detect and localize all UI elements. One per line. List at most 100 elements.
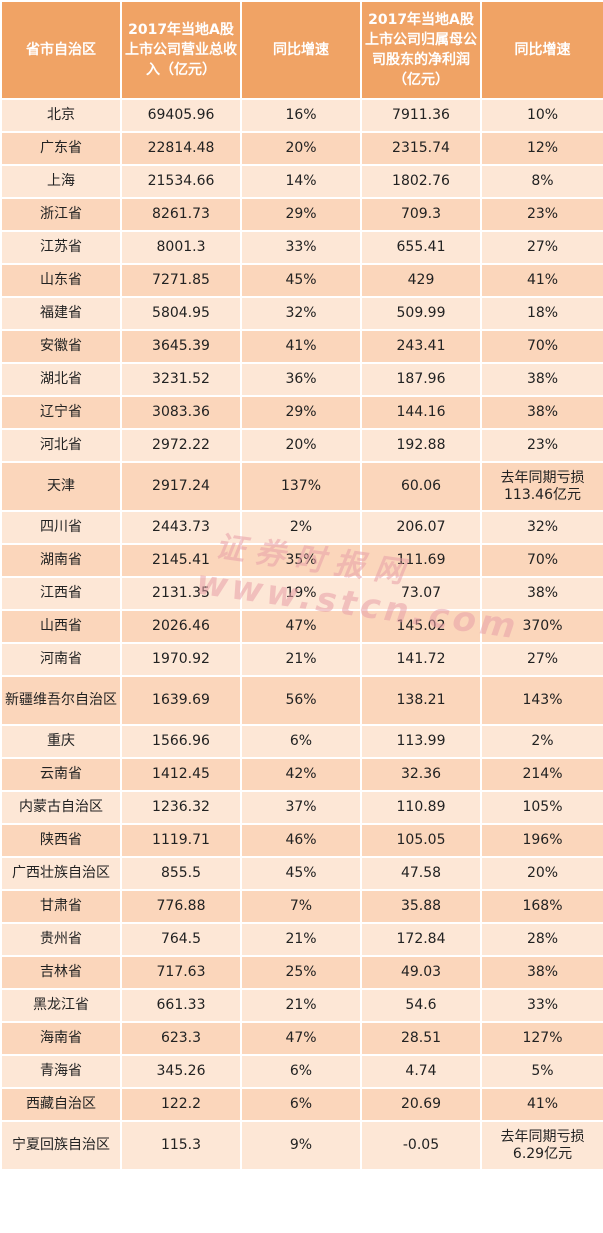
- table-row: 黑龙江省 661.33 21% 54.6 33%: [0, 988, 603, 1023]
- cell-profit-growth: 10%: [480, 98, 603, 133]
- cell-net-profit: 429: [360, 263, 482, 298]
- cell-region: 四川省: [0, 510, 122, 545]
- cell-revenue: 115.3: [120, 1120, 242, 1171]
- cell-profit-growth: 38%: [480, 395, 603, 430]
- cell-net-profit: 192.88: [360, 428, 482, 463]
- cell-revenue: 1970.92: [120, 642, 242, 677]
- cell-net-profit: 60.06: [360, 461, 482, 512]
- cell-net-profit: 7911.36: [360, 98, 482, 133]
- cell-revenue-growth: 41%: [240, 329, 362, 364]
- cell-revenue: 2131.35: [120, 576, 242, 611]
- table-row: 江苏省 8001.3 33% 655.41 27%: [0, 230, 603, 265]
- table-row: 宁夏回族自治区 115.3 9% -0.05 去年同期亏损6.29亿元: [0, 1120, 603, 1171]
- cell-region: 山西省: [0, 609, 122, 644]
- cell-revenue: 69405.96: [120, 98, 242, 133]
- cell-region: 湖南省: [0, 543, 122, 578]
- table-row: 云南省 1412.45 42% 32.36 214%: [0, 757, 603, 792]
- cell-net-profit: 111.69: [360, 543, 482, 578]
- cell-region: 河南省: [0, 642, 122, 677]
- cell-revenue: 1412.45: [120, 757, 242, 792]
- cell-revenue: 855.5: [120, 856, 242, 891]
- cell-revenue-growth: 14%: [240, 164, 362, 199]
- cell-region: 湖北省: [0, 362, 122, 397]
- cell-revenue: 2026.46: [120, 609, 242, 644]
- cell-revenue-growth: 29%: [240, 395, 362, 430]
- cell-revenue: 3645.39: [120, 329, 242, 364]
- cell-revenue-growth: 6%: [240, 724, 362, 759]
- table-row: 新疆维吾尔自治区 1639.69 56% 138.21 143%: [0, 675, 603, 726]
- cell-revenue-growth: 45%: [240, 856, 362, 891]
- cell-profit-growth: 27%: [480, 642, 603, 677]
- cell-revenue-growth: 47%: [240, 1021, 362, 1056]
- cell-region: 广东省: [0, 131, 122, 166]
- table-row: 湖北省 3231.52 36% 187.96 38%: [0, 362, 603, 397]
- cell-revenue-growth: 21%: [240, 922, 362, 957]
- cell-revenue: 3083.36: [120, 395, 242, 430]
- cell-revenue-growth: 20%: [240, 428, 362, 463]
- cell-revenue-growth: 25%: [240, 955, 362, 990]
- cell-revenue: 8261.73: [120, 197, 242, 232]
- table-row: 吉林省 717.63 25% 49.03 38%: [0, 955, 603, 990]
- cell-net-profit: 110.89: [360, 790, 482, 825]
- cell-revenue: 1236.32: [120, 790, 242, 825]
- cell-region: 浙江省: [0, 197, 122, 232]
- cell-revenue: 1566.96: [120, 724, 242, 759]
- cell-profit-growth: 38%: [480, 362, 603, 397]
- cell-revenue: 1639.69: [120, 675, 242, 726]
- cell-profit-growth: 196%: [480, 823, 603, 858]
- cell-net-profit: 243.41: [360, 329, 482, 364]
- cell-net-profit: 709.3: [360, 197, 482, 232]
- cell-profit-growth: 33%: [480, 988, 603, 1023]
- cell-revenue: 7271.85: [120, 263, 242, 298]
- cell-revenue-growth: 6%: [240, 1087, 362, 1122]
- cell-net-profit: 655.41: [360, 230, 482, 265]
- cell-net-profit: 1802.76: [360, 164, 482, 199]
- header-region: 省市自治区: [0, 0, 122, 100]
- cell-revenue: 8001.3: [120, 230, 242, 265]
- table-row: 西藏自治区 122.2 6% 20.69 41%: [0, 1087, 603, 1122]
- table-row: 江西省 2131.35 19% 73.07 38%: [0, 576, 603, 611]
- cell-net-profit: 172.84: [360, 922, 482, 957]
- cell-revenue: 5804.95: [120, 296, 242, 331]
- cell-profit-growth: 23%: [480, 428, 603, 463]
- cell-revenue-growth: 56%: [240, 675, 362, 726]
- cell-profit-growth: 27%: [480, 230, 603, 265]
- cell-region: 辽宁省: [0, 395, 122, 430]
- cell-profit-growth: 18%: [480, 296, 603, 331]
- header-net-profit: 2017年当地A股上市公司归属母公司股东的净利润（亿元）: [360, 0, 482, 100]
- cell-revenue-growth: 36%: [240, 362, 362, 397]
- cell-net-profit: 141.72: [360, 642, 482, 677]
- header-revenue-growth: 同比增速: [240, 0, 362, 100]
- cell-profit-growth: 去年同期亏损113.46亿元: [480, 461, 603, 512]
- table-row: 海南省 623.3 47% 28.51 127%: [0, 1021, 603, 1056]
- cell-region: 青海省: [0, 1054, 122, 1089]
- cell-region: 西藏自治区: [0, 1087, 122, 1122]
- cell-net-profit: 20.69: [360, 1087, 482, 1122]
- province-stats-table: 省市自治区 2017年当地A股上市公司营业总收入（亿元） 同比增速 2017年当…: [0, 0, 603, 1171]
- cell-profit-growth: 32%: [480, 510, 603, 545]
- cell-region: 宁夏回族自治区: [0, 1120, 122, 1171]
- cell-profit-growth: 127%: [480, 1021, 603, 1056]
- cell-revenue: 1119.71: [120, 823, 242, 858]
- cell-revenue-growth: 16%: [240, 98, 362, 133]
- cell-region: 内蒙古自治区: [0, 790, 122, 825]
- cell-net-profit: 144.16: [360, 395, 482, 430]
- cell-region: 江西省: [0, 576, 122, 611]
- cell-net-profit: 145.02: [360, 609, 482, 644]
- cell-revenue-growth: 9%: [240, 1120, 362, 1171]
- cell-revenue-growth: 6%: [240, 1054, 362, 1089]
- cell-net-profit: 2315.74: [360, 131, 482, 166]
- cell-revenue-growth: 37%: [240, 790, 362, 825]
- cell-net-profit: 35.88: [360, 889, 482, 924]
- cell-profit-growth: 168%: [480, 889, 603, 924]
- cell-region: 广西壮族自治区: [0, 856, 122, 891]
- cell-revenue-growth: 7%: [240, 889, 362, 924]
- cell-revenue: 764.5: [120, 922, 242, 957]
- cell-region: 云南省: [0, 757, 122, 792]
- cell-net-profit: 73.07: [360, 576, 482, 611]
- header-revenue: 2017年当地A股上市公司营业总收入（亿元）: [120, 0, 242, 100]
- table-row: 天津 2917.24 137% 60.06 去年同期亏损113.46亿元: [0, 461, 603, 512]
- cell-region: 黑龙江省: [0, 988, 122, 1023]
- cell-revenue-growth: 35%: [240, 543, 362, 578]
- cell-profit-growth: 214%: [480, 757, 603, 792]
